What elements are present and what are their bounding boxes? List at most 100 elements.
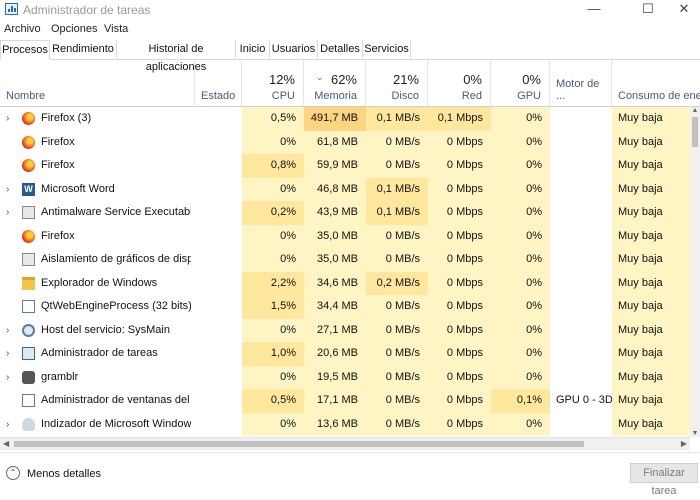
column-memoria[interactable]: ⌄ 62% Memoria bbox=[304, 60, 366, 106]
cpu-cell: 0% bbox=[242, 130, 304, 154]
network-cell: 0 Mbps bbox=[428, 248, 491, 272]
table-row[interactable]: › gramblr 0% 19,5 MB 0 MB/s 0 Mbps 0% Muy baja bbox=[0, 365, 690, 389]
power-cell: Muy baja bbox=[612, 389, 690, 413]
column-motor-gpu-label: Motor de ... bbox=[556, 78, 600, 102]
end-task-button[interactable]: Finalizar tarea bbox=[630, 463, 698, 497]
menu-archivo[interactable]: Archivo bbox=[4, 23, 41, 35]
word-icon: W bbox=[22, 182, 35, 196]
memory-cell: 491,7 MB bbox=[304, 107, 366, 131]
network-cell: 0 Mbps bbox=[428, 271, 491, 295]
menu-vista[interactable]: Vista bbox=[104, 23, 129, 35]
close-button[interactable]: ✕ bbox=[678, 1, 690, 16]
gpu-cell: 0% bbox=[491, 295, 550, 319]
column-disco[interactable]: 21% Disco bbox=[366, 60, 428, 106]
gpu-cell: 0% bbox=[491, 412, 550, 436]
memory-cell: 59,9 MB bbox=[304, 154, 366, 178]
task-manager-icon bbox=[22, 347, 35, 360]
maximize-button[interactable]: ☐ bbox=[642, 1, 654, 16]
gpu-engine-cell: GPU 0 - 3D bbox=[556, 394, 612, 406]
network-cell: 0 Mbps bbox=[428, 177, 491, 201]
power-cell: Muy baja bbox=[612, 177, 690, 201]
table-row[interactable]: Administrador de ventanas del ... 0,5% 17,… bbox=[0, 389, 690, 413]
disk-cell: 0 MB/s bbox=[366, 412, 428, 436]
disk-cell: 0,1 MB/s bbox=[366, 107, 428, 131]
memory-cell: 43,9 MB bbox=[304, 201, 366, 225]
cpu-cell: 1,5% bbox=[242, 295, 304, 319]
firefox-icon bbox=[22, 135, 35, 149]
table-row[interactable]: › Administrador de tareas 1,0% 20,6 MB 0 MB/… bbox=[0, 342, 690, 366]
network-cell: 0 Mbps bbox=[428, 412, 491, 436]
memory-cell: 17,1 MB bbox=[304, 389, 366, 413]
memory-cell: 46,8 MB bbox=[304, 177, 366, 201]
memory-cell: 34,4 MB bbox=[304, 295, 366, 319]
menu-opciones[interactable]: Opciones bbox=[51, 23, 98, 35]
scroll-left-icon[interactable]: ◀ bbox=[3, 439, 10, 448]
table-row[interactable]: Aislamiento de gráficos de disp... 0% 35,0… bbox=[0, 248, 690, 272]
disk-cell: 0 MB/s bbox=[366, 342, 428, 366]
horizontal-scroll-thumb[interactable] bbox=[14, 441, 584, 447]
fewer-details-link[interactable]: Menos detalles bbox=[27, 468, 101, 480]
gpu-total-percent: 0% bbox=[522, 72, 541, 87]
power-cell: Muy baja bbox=[612, 224, 690, 248]
collapse-chevron-icon[interactable]: ⌃ bbox=[6, 466, 20, 480]
gpu-cell: 0% bbox=[491, 107, 550, 131]
minimize-button[interactable]: — bbox=[587, 1, 601, 16]
tab-historial-aplicaciones[interactable]: Historial de aplicaciones bbox=[117, 40, 236, 73]
table-row[interactable]: Firefox 0% 61,8 MB 0 MB/s 0 Mbps 0% Muy baja bbox=[0, 130, 690, 154]
column-estado[interactable]: Estado bbox=[195, 60, 242, 106]
expand-chevron-icon[interactable]: › bbox=[6, 371, 10, 383]
cpu-cell: 0,2% bbox=[242, 201, 304, 225]
column-cpu[interactable]: 12% CPU bbox=[242, 60, 304, 106]
disk-cell: 0 MB/s bbox=[366, 389, 428, 413]
table-row[interactable]: › Antimalware Service Executable 0,2% 43,9 … bbox=[0, 201, 690, 225]
scroll-down-icon[interactable]: ▼ bbox=[691, 430, 699, 437]
table-row[interactable]: › Firefox (3) 0,5% 491,7 MB 0,1 MB/s 0,1 Mbps… bbox=[0, 107, 690, 131]
cpu-cell: 0% bbox=[242, 365, 304, 389]
column-gpu[interactable]: 0% GPU bbox=[491, 60, 550, 106]
gpu-engine-cell bbox=[550, 272, 612, 296]
expand-chevron-icon[interactable]: › bbox=[6, 348, 10, 359]
table-row[interactable]: › Indizador de Microsoft Window... 0% 13,6 … bbox=[0, 412, 690, 437]
gpu-cell: 0% bbox=[491, 342, 550, 366]
expand-chevron-icon[interactable]: › bbox=[6, 207, 10, 218]
table-row[interactable]: Firefox 0% 35,0 MB 0 MB/s 0 Mbps 0% Muy baja bbox=[0, 224, 690, 248]
network-cell: 0 Mbps bbox=[428, 365, 491, 389]
vertical-scrollbar[interactable]: ▲ ▼ bbox=[690, 107, 700, 437]
tab-inicio[interactable]: Inicio bbox=[236, 40, 270, 58]
disk-cell: 0 MB/s bbox=[366, 154, 428, 178]
column-motor-gpu[interactable]: Motor de ... bbox=[550, 60, 612, 106]
indexer-person-icon bbox=[22, 417, 35, 431]
column-consumo-energia[interactable]: Consumo de ener bbox=[612, 60, 700, 106]
vertical-scroll-thumb[interactable] bbox=[692, 117, 698, 147]
tab-servicios[interactable]: Servicios bbox=[363, 40, 411, 58]
disk-cell: 0 MB/s bbox=[366, 248, 428, 272]
tab-procesos[interactable]: Procesos bbox=[0, 40, 50, 60]
expand-chevron-icon[interactable]: › bbox=[6, 324, 10, 336]
gpu-cell: 0% bbox=[491, 365, 550, 389]
column-disco-label: Disco bbox=[391, 90, 419, 102]
scroll-up-icon[interactable]: ▲ bbox=[691, 107, 699, 114]
gpu-engine-cell bbox=[550, 342, 612, 366]
scroll-right-icon[interactable]: ▶ bbox=[680, 439, 687, 448]
gpu-engine-cell bbox=[550, 413, 612, 437]
table-row[interactable]: Firefox 0,8% 59,9 MB 0 MB/s 0 Mbps 0% Muy baja bbox=[0, 154, 690, 178]
tab-usuarios[interactable]: Usuarios bbox=[270, 40, 318, 58]
memory-cell: 13,6 MB bbox=[304, 412, 366, 436]
expand-chevron-icon[interactable]: › bbox=[6, 183, 10, 195]
table-row[interactable]: › W Microsoft Word 0% 46,8 MB 0,1 MB/s 0 Mbps 0… bbox=[0, 177, 690, 201]
column-nombre[interactable]: Nombre bbox=[0, 60, 195, 106]
horizontal-scrollbar[interactable]: ◀ ▶ bbox=[0, 437, 690, 450]
table-row[interactable]: › Host del servicio: SysMain 0% 27,1 MB 0 MB… bbox=[0, 318, 690, 342]
table-row[interactable]: QtWebEngineProcess (32 bits) 1,5% 34,4 MB 0… bbox=[0, 295, 690, 319]
cpu-cell: 0% bbox=[242, 224, 304, 248]
memory-cell: 35,0 MB bbox=[304, 248, 366, 272]
qt-window-icon bbox=[22, 300, 35, 313]
expand-chevron-icon[interactable]: › bbox=[6, 418, 10, 430]
table-row[interactable]: Explorador de Windows 2,2% 34,6 MB 0,2 MB/s… bbox=[0, 271, 690, 296]
tab-rendimiento[interactable]: Rendimiento bbox=[50, 40, 117, 58]
explorer-folder-icon bbox=[22, 276, 35, 290]
tab-detalles[interactable]: Detalles bbox=[318, 40, 363, 58]
column-red[interactable]: 0% Red bbox=[428, 60, 491, 106]
expand-chevron-icon[interactable]: › bbox=[6, 113, 10, 124]
memory-total-percent: 62% bbox=[330, 72, 357, 87]
